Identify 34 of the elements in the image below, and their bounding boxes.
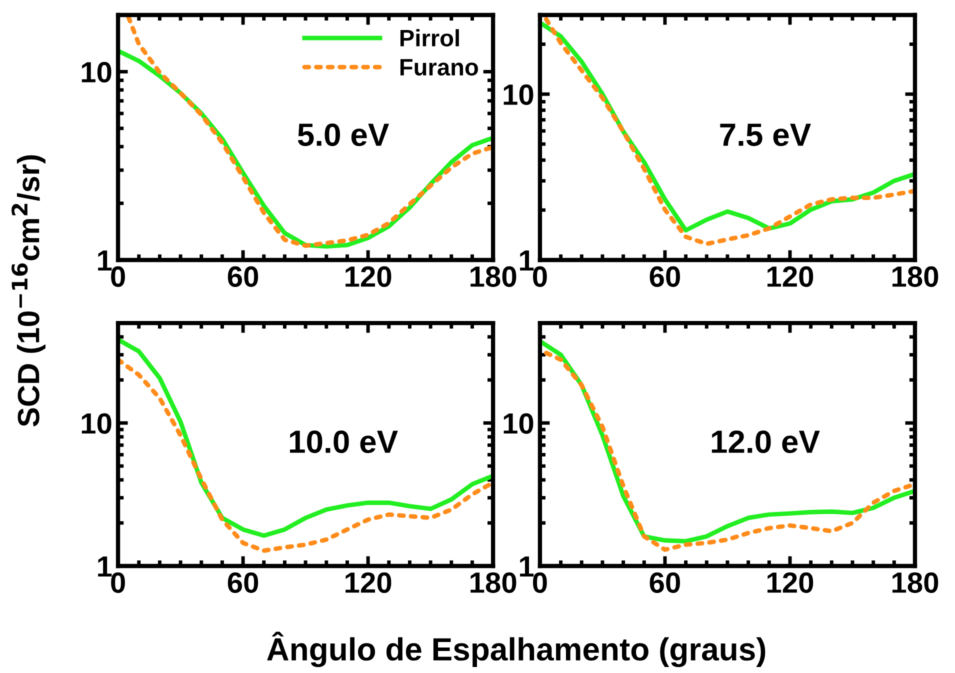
y-tick-label: 10	[504, 84, 534, 105]
x-tick-label: 180	[892, 572, 938, 593]
line-series	[118, 357, 494, 553]
legend-label: Pirrol	[400, 29, 459, 47]
x-tick-label: 60	[228, 572, 258, 593]
x-tick-label: 120	[767, 266, 814, 287]
x-tick-label: 0	[111, 572, 125, 593]
y-tick-label: 10	[82, 413, 112, 434]
x-tick-label: 180	[470, 572, 516, 593]
x-tick-label: 60	[228, 266, 258, 287]
y-tick-label: 1	[98, 556, 112, 577]
x-tick-label: 120	[346, 572, 392, 593]
x-tick-label: 180	[470, 266, 516, 287]
y-tick-label: 1	[98, 250, 112, 271]
y-tick-label: 1	[520, 556, 534, 577]
x-tick-label: 120	[346, 266, 392, 287]
y-tick-label: 10	[504, 413, 534, 434]
x-tick-label: 0	[533, 266, 547, 287]
x-tick-label: 0	[111, 266, 125, 287]
x-axis-title: Ângulo de Espalhamento (graus)	[267, 632, 766, 668]
x-tick-label: 180	[892, 266, 938, 287]
annotation: 5.0 eV	[298, 123, 390, 146]
legend-label: Furano	[400, 59, 478, 76]
annotation: 12.0 eV	[712, 430, 820, 454]
annotation: 10.0 eV	[290, 430, 398, 454]
line-series	[126, 15, 494, 248]
x-tick-label: 120	[767, 572, 814, 593]
y-tick-label: 10	[82, 62, 112, 83]
x-tick-label: 60	[650, 266, 680, 287]
annotation: 7.5 eV	[720, 124, 811, 146]
x-tick-label: 0	[533, 572, 547, 593]
y-axis-title: SCD (10$^{−16}$cm$^{2}$/sr)	[12, 155, 46, 427]
x-tick-label: 60	[650, 572, 680, 593]
y-tick-label: 1	[520, 250, 534, 271]
